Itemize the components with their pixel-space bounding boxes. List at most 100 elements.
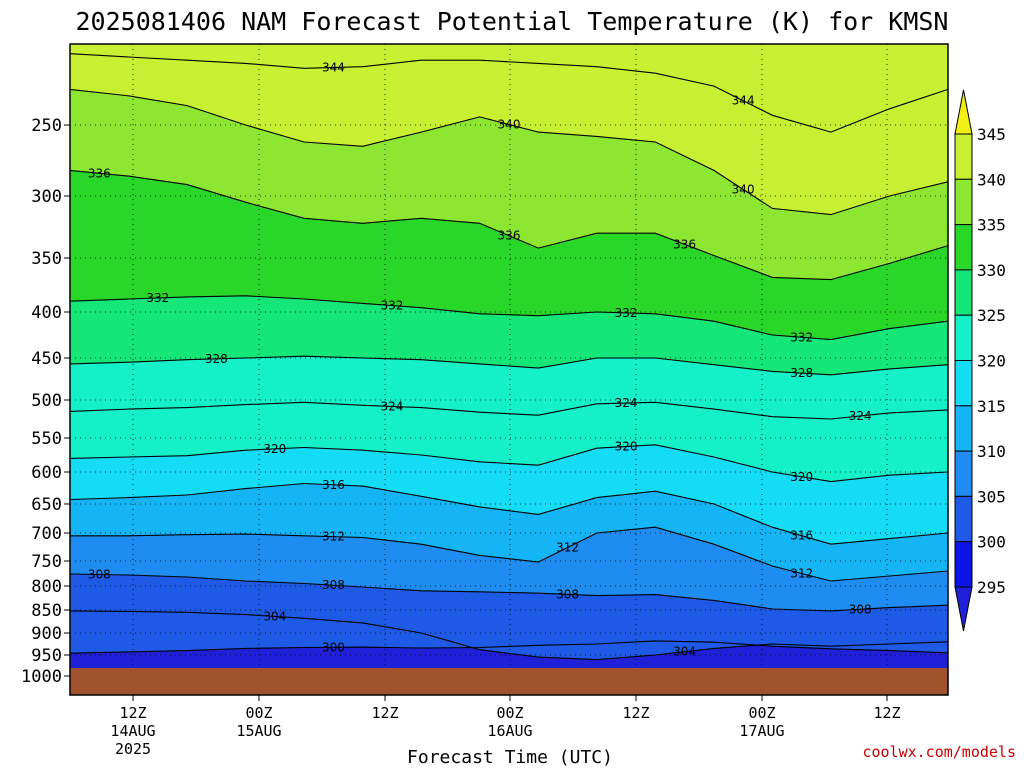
contour-label-3: 336 — [88, 166, 111, 180]
y-tick-label-250: 250 — [31, 116, 62, 136]
y-tick-label-600: 600 — [31, 463, 62, 483]
colorbar-tick-320: 320 — [977, 352, 1006, 371]
contour-label-1: 340 — [498, 118, 521, 132]
y-tick-label-350: 350 — [31, 249, 62, 269]
colorbar-bin-330 — [954, 224, 973, 271]
y-tick-label-850: 850 — [31, 601, 62, 621]
plot-frame — [69, 43, 949, 696]
colorbar-tick-295: 295 — [977, 578, 1006, 597]
credit-text: coolwx.com/models — [862, 743, 1016, 761]
y-axis: 250 300 350 400 450 500 550 600 650 700 750 800 850 9… — [21, 116, 70, 687]
x-tick-sublabel-0-1: 2025 — [115, 740, 151, 758]
x-axis-label: Forecast Time (UTC) — [407, 747, 613, 768]
contour-label-5: 336 — [498, 229, 521, 243]
y-tick-label-950: 950 — [31, 646, 62, 666]
contour-label-24: 308 — [88, 568, 111, 582]
grid-layer — [70, 44, 948, 668]
contour-label-29: 304 — [673, 645, 696, 659]
contour-label-4: 340 — [732, 182, 755, 196]
contour-label-12: 328 — [790, 366, 813, 380]
x-tick-sublabel-0-0: 14AUG — [110, 722, 155, 740]
x-tick-sublabel-1-0: 15AUG — [236, 722, 281, 740]
colorbar-tick-315: 315 — [977, 397, 1006, 416]
contour-308 — [69, 573, 949, 612]
contour-328 — [69, 355, 949, 376]
x-tick-label-0: 12Z — [119, 704, 146, 722]
contour-label-2: 344 — [732, 94, 755, 108]
contour-label-20: 316 — [790, 529, 813, 543]
colorbar-tick-325: 325 — [977, 306, 1006, 325]
contour-344 — [69, 53, 949, 133]
contour-label-28: 304 — [263, 609, 286, 623]
contour-label-18: 320 — [790, 470, 813, 484]
y-tick-label-400: 400 — [31, 303, 62, 323]
x-tick-label-6: 12Z — [873, 704, 900, 722]
contour-316 — [69, 482, 949, 545]
ground-fill — [70, 668, 948, 695]
colorbar-tick-345: 345 — [977, 125, 1006, 144]
y-tick-label-700: 700 — [31, 524, 62, 544]
colorbar-tick-335: 335 — [977, 216, 1006, 235]
contour-label-26: 308 — [556, 587, 579, 601]
y-tick-label-800: 800 — [31, 577, 62, 597]
colorbar-bin-320 — [954, 314, 973, 362]
chart-title: 2025081406 NAM Forecast Potential Temper… — [76, 7, 949, 36]
fill-band-344 — [70, 44, 948, 133]
contour-label-21: 312 — [322, 530, 345, 544]
colorbar-tick-330: 330 — [977, 261, 1006, 280]
contour-324 — [69, 401, 949, 420]
x-tick-label-4: 12Z — [622, 704, 649, 722]
contour-label-6: 336 — [673, 237, 696, 251]
contour-label-13: 324 — [380, 399, 403, 413]
x-tick-label-5: 00Z — [748, 704, 775, 722]
colorbar-bin-300 — [954, 495, 973, 543]
colorbar-bin-315 — [954, 360, 973, 407]
y-tick-label-300: 300 — [31, 187, 62, 207]
contour-label-22: 312 — [556, 541, 579, 555]
colorbar-tick-310: 310 — [977, 442, 1006, 461]
contour-label-19: 316 — [322, 478, 345, 492]
contour-label-14: 324 — [615, 396, 638, 410]
contour-label-15: 324 — [849, 409, 872, 423]
colorbar-bin-335 — [954, 178, 973, 226]
y-tick-label-550: 550 — [31, 429, 62, 449]
colorbar-arrow-top — [954, 89, 973, 135]
contour-label-17: 320 — [615, 440, 638, 454]
colorbar: 295 300 305 310 315 320 325 330 335 340 345 — [954, 89, 1006, 632]
y-tick-label-1000: 1000 — [21, 667, 62, 687]
contour-332 — [69, 295, 949, 341]
y-tick-label-650: 650 — [31, 495, 62, 515]
contour-label-30: 300 — [322, 640, 345, 654]
x-tick-label-1: 00Z — [245, 704, 272, 722]
x-tick-sublabel-5-0: 17AUG — [739, 722, 784, 740]
contour-336 — [69, 169, 949, 281]
y-tick-label-900: 900 — [31, 624, 62, 644]
colorbar-bin-295 — [954, 541, 973, 588]
colorbar-tick-300: 300 — [977, 533, 1006, 552]
contour-340 — [69, 88, 949, 216]
contour-label-8: 332 — [380, 299, 403, 313]
colorbar-bin-325 — [954, 269, 973, 316]
contour-label-10: 332 — [790, 330, 813, 344]
colorbar-tick-340: 340 — [977, 170, 1006, 189]
colorbar-tick-305: 305 — [977, 487, 1006, 506]
contour-label-16: 320 — [263, 442, 286, 456]
colorbar-bin-310 — [954, 405, 973, 452]
contour-label-0: 344 — [322, 60, 345, 74]
contour-label-25: 308 — [322, 578, 345, 592]
contour-304 — [69, 610, 949, 661]
contour-300 — [69, 640, 949, 654]
contour-label-9: 332 — [615, 306, 638, 320]
x-tick-sublabel-3-0: 16AUG — [487, 722, 532, 740]
x-tick-label-3: 00Z — [496, 704, 523, 722]
ground-layer — [70, 668, 948, 695]
contour-label-7: 332 — [146, 291, 169, 305]
x-tick-label-2: 12Z — [371, 704, 398, 722]
contour-label-27: 308 — [849, 602, 872, 616]
colorbar-bin-340 — [954, 133, 973, 180]
y-tick-label-500: 500 — [31, 391, 62, 411]
contour-layer — [69, 53, 949, 661]
y-tick-label-750: 750 — [31, 552, 62, 572]
